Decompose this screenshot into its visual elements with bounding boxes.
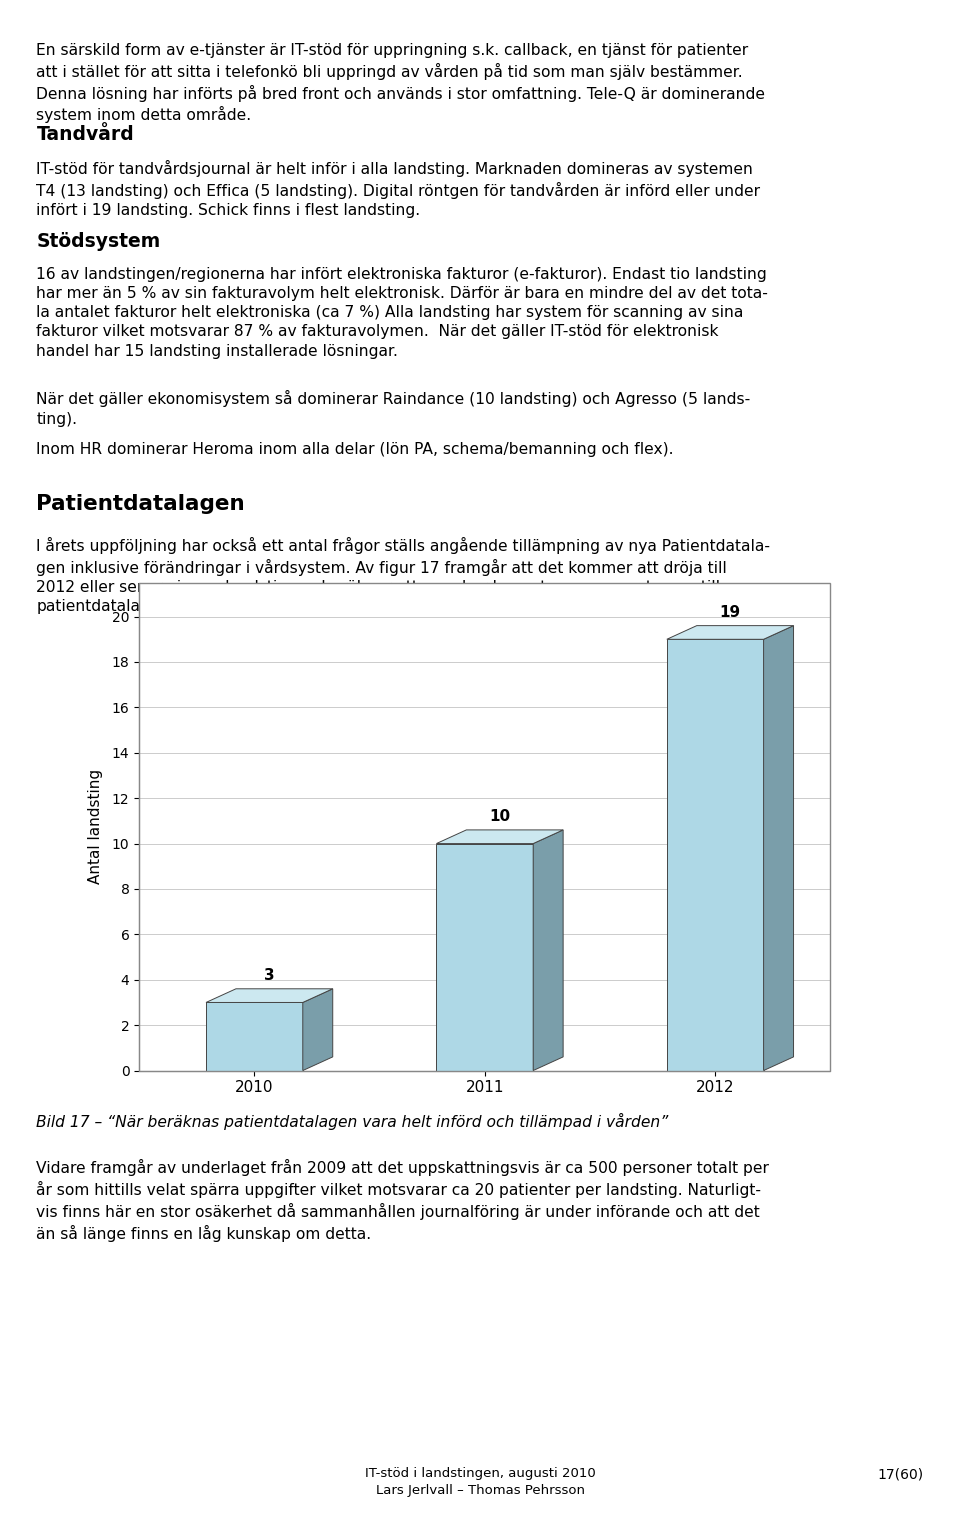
Polygon shape: [533, 830, 564, 1071]
Polygon shape: [206, 1002, 302, 1071]
Text: I årets uppföljning har också ett antal frågor ställs angående tillämpning av ny: I årets uppföljning har också ett antal …: [36, 537, 771, 615]
Text: 17(60): 17(60): [877, 1467, 924, 1481]
Text: 16 av landstingen/regionerna har infört elektroniska fakturor (e-fakturor). Enda: 16 av landstingen/regionerna har infört …: [36, 267, 768, 358]
Polygon shape: [437, 830, 564, 843]
Polygon shape: [763, 625, 794, 1071]
Text: IT-stöd i landstingen, augusti 2010
Lars Jerlvall – Thomas Pehrsson: IT-stöd i landstingen, augusti 2010 Lars…: [365, 1467, 595, 1496]
Polygon shape: [206, 988, 333, 1002]
Polygon shape: [302, 988, 333, 1071]
Text: Stödsystem: Stödsystem: [36, 232, 160, 250]
Text: Inom HR dominerar Heroma inom alla delar (lön PA, schema/bemanning och flex).: Inom HR dominerar Heroma inom alla delar…: [36, 442, 674, 457]
Text: När det gäller ekonomisystem så dominerar Raindance (10 landsting) och Agresso (: När det gäller ekonomisystem så dominera…: [36, 390, 751, 427]
Text: 3: 3: [264, 968, 275, 984]
Text: Tandvård: Tandvård: [36, 125, 134, 143]
Text: Patientdatalagen: Patientdatalagen: [36, 494, 245, 514]
Text: 10: 10: [490, 810, 511, 824]
Text: IT-stöd för tandvårdsjournal är helt inför i alla landsting. Marknaden domineras: IT-stöd för tandvårdsjournal är helt inf…: [36, 160, 760, 218]
Text: En särskild form av e-tjänster är IT-stöd för uppringning s.k. callback, en tjän: En särskild form av e-tjänster är IT-stö…: [36, 43, 765, 124]
Text: Bild 17 – “När beräknas patientdatalagen vara helt införd och tillämpad i vården: Bild 17 – “När beräknas patientdatalagen…: [36, 1113, 669, 1130]
Text: 19: 19: [720, 605, 741, 619]
Text: Vidare framgår av underlaget från 2009 att det uppskattningsvis är ca 500 person: Vidare framgår av underlaget från 2009 a…: [36, 1159, 769, 1241]
Y-axis label: Antal landsting: Antal landsting: [88, 769, 104, 884]
Polygon shape: [667, 639, 763, 1071]
Polygon shape: [667, 625, 794, 639]
Polygon shape: [437, 843, 533, 1071]
